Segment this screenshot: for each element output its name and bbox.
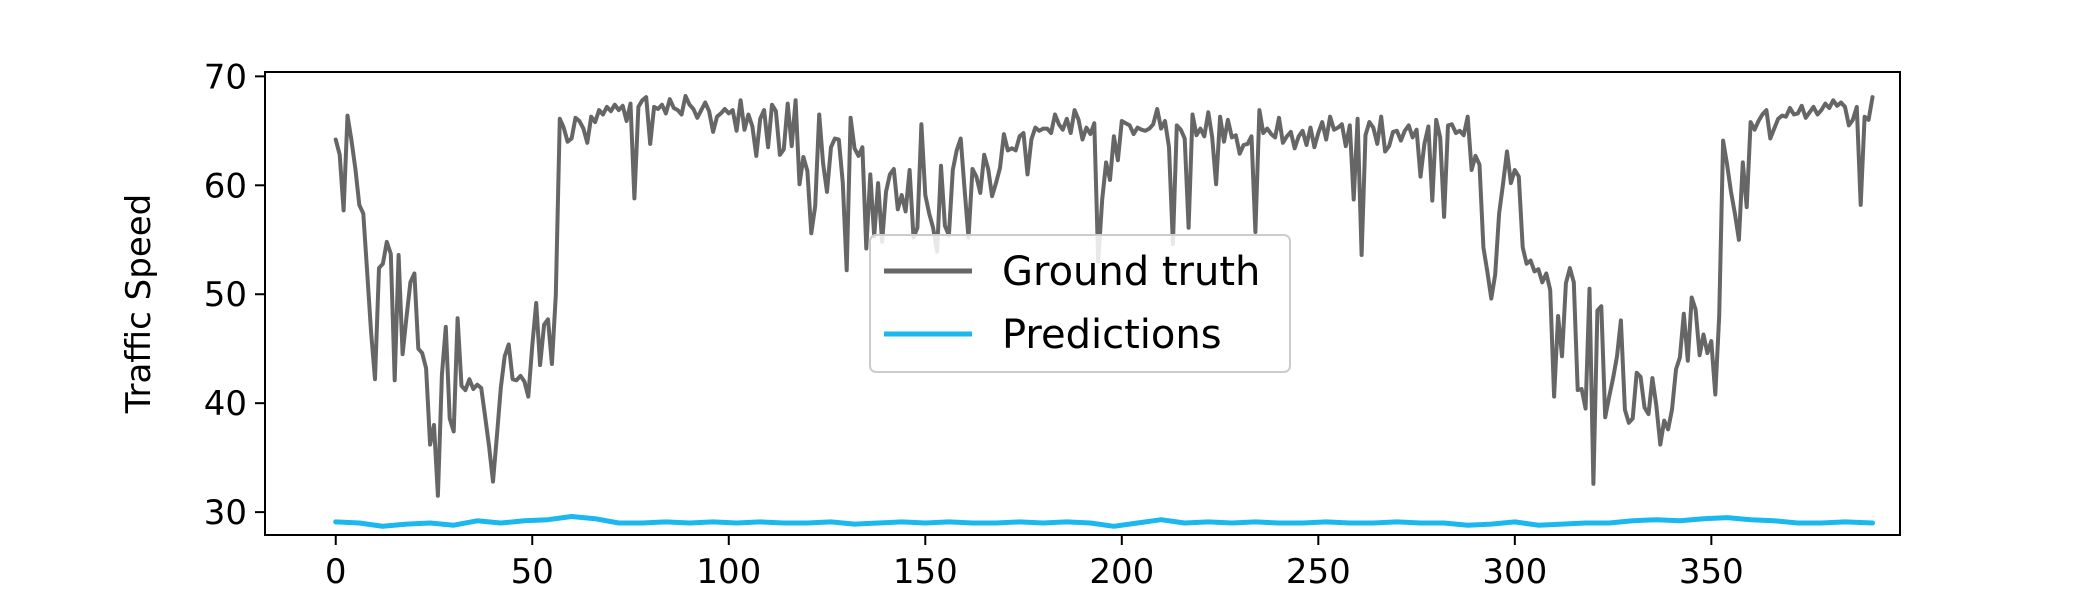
legend-label-ground-truth: Ground truth	[1002, 249, 1260, 295]
series-line-predictions	[333, 514, 1875, 529]
x-tick-label: 0	[325, 552, 347, 592]
y-tick-label: 40	[204, 384, 247, 424]
y-tick-label: 50	[204, 275, 247, 315]
y-tick-label: 70	[204, 57, 247, 97]
plot-frame	[264, 71, 1901, 536]
series-line-ground-truth	[333, 94, 1875, 498]
plot-series	[333, 94, 1875, 529]
legend-box	[869, 234, 1291, 373]
y-axis-ticks: 30 40 50 60 70	[204, 57, 265, 533]
x-tick-label: 350	[1679, 552, 1744, 592]
x-tick-label: 250	[1286, 552, 1351, 592]
x-axis-ticks: 0 50 100 150 200 250 300 350	[325, 535, 1744, 592]
x-tick-label: 300	[1482, 552, 1547, 592]
y-tick-label: 60	[204, 166, 247, 206]
x-tick-label: 150	[893, 552, 958, 592]
legend-label-predictions: Predictions	[1002, 312, 1222, 358]
x-tick-label: 200	[1089, 552, 1154, 592]
legend: Ground truth Predictions	[869, 234, 1291, 373]
y-axis-label: Traffic Speed	[119, 194, 159, 415]
x-tick-label: 50	[511, 552, 554, 592]
y-tick-label: 30	[204, 493, 247, 533]
x-tick-label: 100	[696, 552, 761, 592]
